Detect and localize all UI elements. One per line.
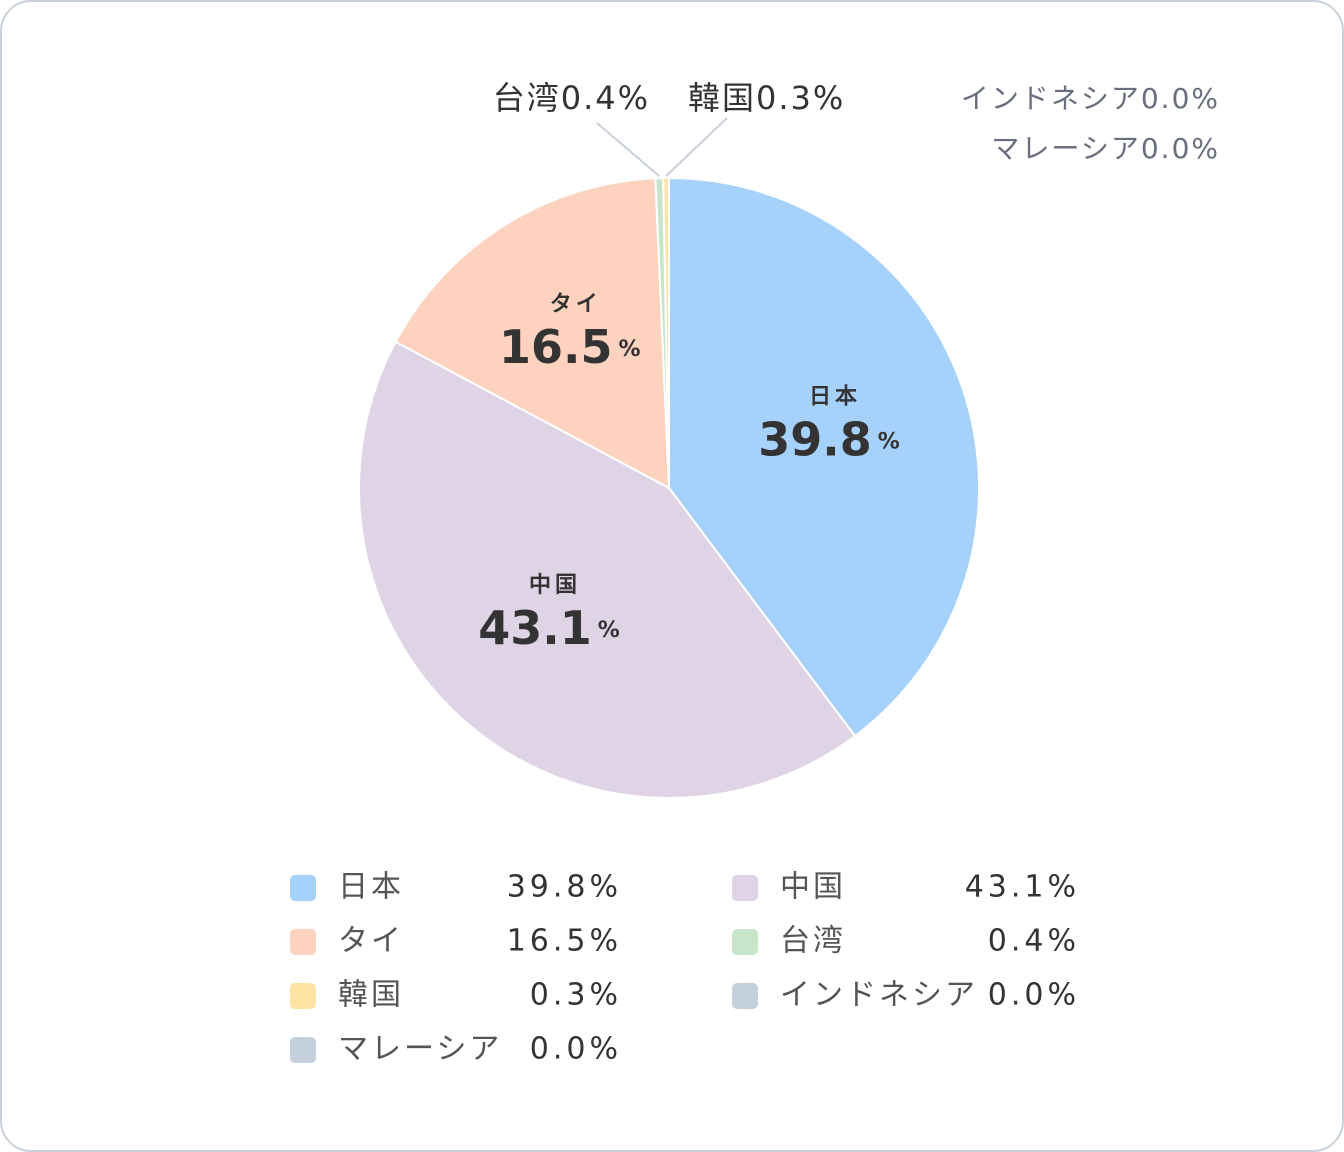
pie-slice bbox=[358, 340, 857, 799]
slice-value-number: 39.8 bbox=[758, 412, 872, 466]
zero-label-value: 0.0% bbox=[1141, 82, 1220, 115]
legend-value: 0.3% bbox=[530, 978, 622, 1013]
outside-label-name: 台湾 bbox=[493, 79, 561, 117]
legend-swatch bbox=[290, 1037, 316, 1063]
leader-line bbox=[596, 122, 660, 177]
legend-swatch bbox=[290, 875, 316, 901]
legend-value: 0.0% bbox=[988, 978, 1080, 1013]
legend-label: 日本 bbox=[338, 870, 404, 905]
outside-label-value: 0.4% bbox=[561, 79, 650, 117]
slice-value-unit: % bbox=[598, 618, 620, 643]
slice-value: 43.1% bbox=[478, 600, 620, 654]
legend-label: 台湾 bbox=[780, 924, 846, 959]
slice-name: 中国 bbox=[529, 573, 581, 598]
slice-name: 日本 bbox=[809, 385, 861, 410]
legend-label: 中国 bbox=[780, 870, 846, 905]
zero-label: インドネシア0.0% bbox=[961, 82, 1220, 115]
zero-label-value: 0.0% bbox=[1141, 132, 1220, 165]
slice-value: 39.8% bbox=[758, 412, 900, 466]
slice-value: 16.5% bbox=[499, 319, 641, 373]
outside-label-name: 韓国 bbox=[688, 79, 756, 117]
outside-label-value: 0.3% bbox=[756, 79, 845, 117]
leader-line bbox=[665, 117, 728, 177]
legend-value: 43.1% bbox=[965, 870, 1080, 905]
legend-value: 16.5% bbox=[507, 924, 622, 959]
pie-slice bbox=[394, 177, 671, 490]
legend-swatch bbox=[732, 875, 758, 901]
legend-value: 0.0% bbox=[530, 1032, 622, 1067]
legend-swatch bbox=[732, 929, 758, 955]
legend-value: 39.8% bbox=[507, 870, 622, 905]
legend-label: 韓国 bbox=[338, 978, 404, 1013]
slice-value-number: 43.1 bbox=[478, 600, 592, 654]
slice-value-unit: % bbox=[619, 337, 641, 362]
slice-value-unit: % bbox=[878, 430, 900, 455]
legend-label: マレーシア bbox=[338, 1032, 502, 1067]
pie-slice bbox=[668, 176, 980, 738]
legend-label: タイ bbox=[338, 924, 404, 959]
zero-label: マレーシア0.0% bbox=[991, 132, 1220, 165]
zero-label-name: マレーシア bbox=[991, 132, 1140, 165]
outside-label: 韓国0.3% bbox=[688, 79, 845, 117]
legend-swatch bbox=[290, 983, 316, 1009]
slice-value-number: 16.5 bbox=[499, 319, 613, 373]
outside-label: 台湾0.4% bbox=[493, 79, 650, 117]
legend-swatch bbox=[732, 983, 758, 1009]
slice-name: タイ bbox=[550, 292, 602, 317]
legend-label: インドネシア bbox=[780, 978, 978, 1013]
legend-swatch bbox=[290, 929, 316, 955]
legend-value: 0.4% bbox=[988, 924, 1080, 959]
zero-label-name: インドネシア bbox=[961, 82, 1141, 115]
